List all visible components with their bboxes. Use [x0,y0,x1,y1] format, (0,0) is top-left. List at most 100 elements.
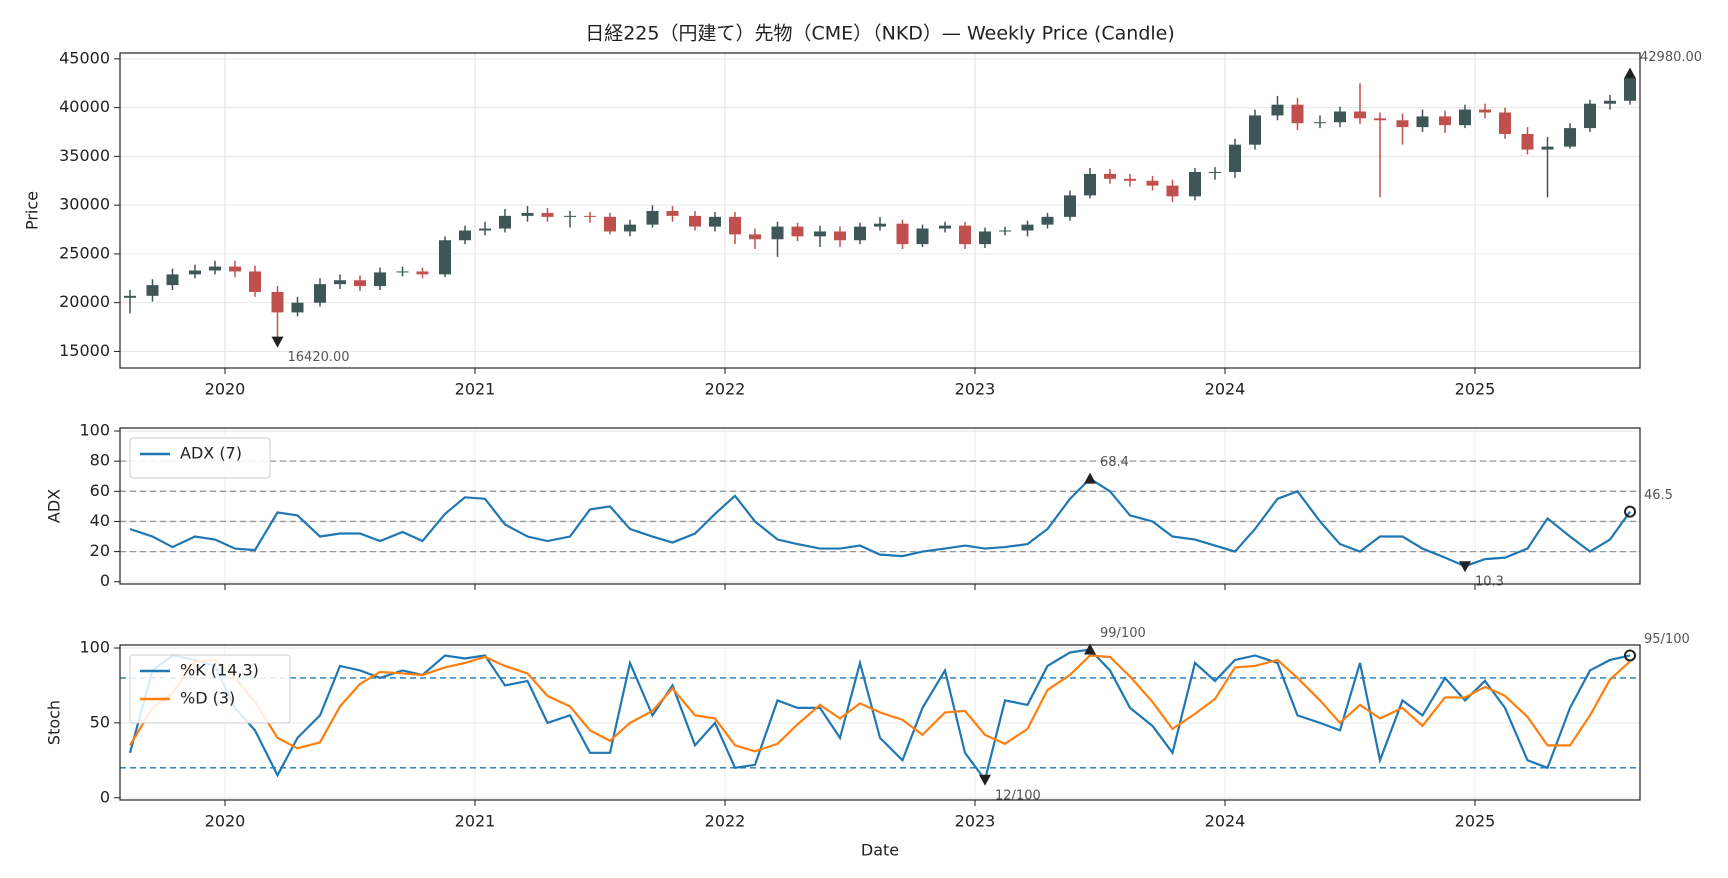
candle-body [439,240,451,275]
marker [271,336,284,348]
y-tick-label: 80 [90,451,110,470]
candle-body [1229,144,1241,172]
candle-body [459,230,471,241]
candle-body [624,224,636,232]
legend-box [129,437,271,479]
candle-body [1396,120,1409,128]
candle-body [189,270,201,275]
y-tick-label: 35000 [59,146,110,165]
candle-body [1021,224,1034,231]
candle-body [1166,185,1179,197]
candle-body [479,228,491,231]
candle-body [541,212,554,217]
candle-body [999,230,1011,232]
legend-label: %K (14,3) [180,661,259,680]
candle-body [689,215,701,227]
y-tick-label: 25000 [59,243,110,262]
candle-body [209,266,221,271]
candle-body [939,225,951,229]
y-axis-label: ADX [45,489,64,523]
candle-body [979,231,991,245]
candle-body [729,216,741,235]
x-tick-label: 2023 [955,380,996,399]
candle-body [1041,216,1054,225]
x-tick-label: 2020 [205,812,246,831]
legend: ADX (7) [129,437,271,479]
candle-body [1189,171,1201,197]
candle-body [1604,100,1616,104]
marker [1084,643,1096,655]
candle-body [646,210,659,225]
candle-body [124,295,136,298]
annotation: 68.4 [1100,455,1129,470]
candle-body [1479,109,1491,113]
candle-body [521,212,534,216]
candle-body [1314,122,1326,124]
candle-body [854,226,866,241]
annotation: 99/100 [1100,626,1146,641]
marker [1624,67,1636,79]
annotation: 16420.00 [288,350,350,365]
x-tick-label: 2022 [705,812,746,831]
candle-body [1084,173,1096,196]
candle-body [1499,112,1511,134]
x-tick-label: 2024 [1205,380,1246,399]
y-tick-label: 40000 [59,97,110,116]
candle-body [271,291,284,313]
candle-body [291,302,304,313]
x-tick-label: 2021 [455,812,496,831]
candle-body [1541,146,1554,150]
y-axis-label: Price [23,191,42,230]
candle-body [334,280,346,285]
x-tick-label: 2020 [205,380,246,399]
y-axis-label: Stoch [45,700,64,745]
line [129,654,1631,753]
x-tick-label: 2022 [705,380,746,399]
candle-body [1416,116,1429,128]
plot-frame [119,52,1641,369]
candle-body [1146,180,1159,186]
candle-body [354,280,366,287]
candle-body [1584,103,1596,129]
candle-body [396,271,409,273]
candle-body [564,215,576,217]
candle-body [896,223,909,245]
marker [1459,561,1471,573]
y-tick-label: 15000 [59,341,110,360]
y-tick-label: 30000 [59,195,110,214]
y-tick-label: 100 [79,421,110,440]
annotation: 95/100 [1644,632,1690,647]
candle-body [249,271,261,292]
candle-body [314,284,326,303]
legend: %K (14,3) %D (3) [129,654,291,724]
candle-body [146,285,159,296]
line [129,477,1631,568]
legend-label: ADX (7) [180,444,242,463]
candle-body [916,228,929,245]
candle-body [604,216,616,232]
candle-body [1624,78,1636,101]
plot-frame [119,644,1641,801]
x-tick-label: 2025 [1455,812,1496,831]
legend-label: %D (3) [180,689,235,708]
candle-body [791,226,804,237]
candle-body [1439,116,1451,126]
candle-body [834,231,846,241]
candle-body [499,215,511,229]
y-tick-label: 60 [90,481,110,500]
candle-body [1334,111,1346,123]
y-tick-label: 0 [100,787,110,806]
candle-body [874,223,886,227]
candle-body [1291,104,1304,124]
annotation: 46.5 [1644,488,1673,503]
candle-body [166,274,179,286]
annotation: 12/100 [995,788,1041,803]
y-tick-label: 45000 [59,48,110,67]
candle-body [416,271,429,275]
candle-body [374,272,386,287]
candle-body [1249,115,1261,145]
candle-body [229,266,241,272]
candle-body [1459,109,1471,126]
candle-body [666,210,679,216]
